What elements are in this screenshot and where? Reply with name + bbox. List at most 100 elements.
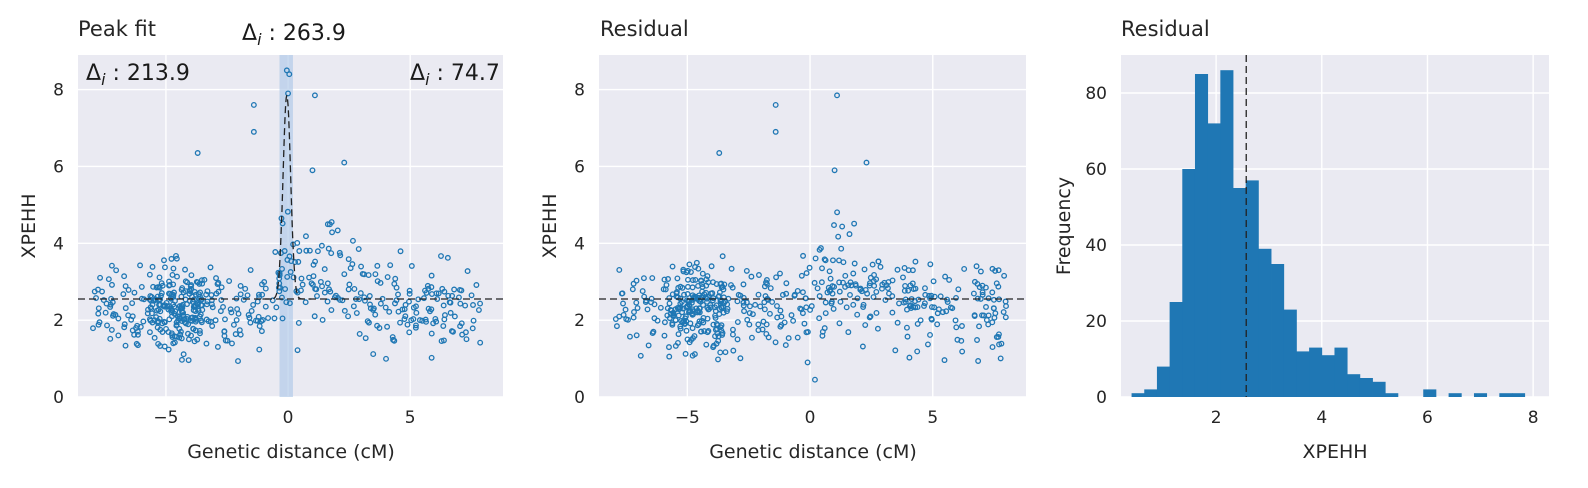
data-point [746,310,753,316]
data-point [672,317,679,324]
peak-fit-curve [262,95,312,300]
data-point [138,283,145,290]
data-point [151,317,158,324]
y-tick-label: 0 [53,388,64,408]
y-tick-label: 4 [53,234,64,254]
data-point [370,351,377,358]
data-point [250,128,257,135]
data-point [619,290,626,297]
data-point [103,300,110,307]
data-point [433,318,440,325]
data-point [681,291,688,298]
histogram-bar [1321,355,1335,397]
data-point [451,313,458,320]
data-point [629,286,636,293]
data-point [698,317,705,324]
data-point [748,273,755,280]
data-point [294,347,301,354]
data-point [350,303,357,310]
data-point [934,321,941,328]
data-point [144,310,151,317]
data-point [763,330,770,337]
data-point [657,304,664,311]
data-point [894,266,901,273]
histogram-bar [1271,264,1285,397]
data-point [866,282,873,289]
data-point [204,288,211,295]
data-point [772,128,779,135]
data-point [220,304,226,310]
data-point [831,222,837,229]
data-point [245,312,252,318]
data-point [314,248,321,255]
data-point [230,321,237,328]
data-point [392,275,399,282]
data-point [173,319,180,326]
data-point [772,339,779,346]
data-point [133,340,140,347]
data-point [773,274,780,281]
data-point [306,247,313,254]
data-point [747,303,753,310]
data-point [821,325,828,332]
data-point [694,307,701,314]
data-point [462,329,469,336]
data-point [423,318,430,325]
data-point [633,299,640,306]
data-point [721,281,728,288]
data-point [698,328,704,335]
y-tick-label: 80 [1085,84,1107,104]
data-point [989,319,996,326]
data-point [854,295,861,302]
data-point [406,290,413,297]
data-point [822,310,829,317]
histogram-bar [1245,180,1259,397]
data-point [799,289,806,296]
histogram-bar [1258,248,1272,397]
data-point [699,281,705,288]
data-point [694,322,701,329]
data-point [169,334,176,341]
data-point [977,268,984,275]
data-point [704,273,711,280]
data-point [108,262,115,269]
data-point [303,247,310,254]
data-point [215,279,222,286]
data-point [477,300,484,307]
data-point [717,324,724,331]
data-point [176,325,183,332]
data-point [975,358,982,364]
data-point [803,304,810,311]
data-point [178,335,185,342]
data-point [974,337,980,343]
data-point [310,273,317,280]
x-tick-label: −5 [153,408,178,428]
data-point [941,357,948,364]
data-point [213,275,219,282]
data-point [716,150,723,156]
data-point [675,306,682,313]
data-point [752,301,759,308]
y-tick-label: 4 [574,234,585,254]
data-point [903,324,910,331]
data-point [995,267,1002,274]
data-point [329,229,336,236]
data-point [386,308,393,315]
data-point [284,208,291,215]
data-point [203,340,210,347]
data-point [989,344,996,351]
data-point [634,305,641,312]
data-point [129,300,136,307]
data-point [158,292,164,299]
data-point [1000,309,1007,316]
data-point [372,271,379,278]
data-point [155,284,162,291]
data-point [295,258,302,265]
data-point [862,322,869,329]
data-point [283,299,290,306]
data-point [816,315,823,322]
data-point [161,318,168,325]
data-point [847,291,853,298]
data-point [901,264,908,271]
data-point [709,297,716,304]
